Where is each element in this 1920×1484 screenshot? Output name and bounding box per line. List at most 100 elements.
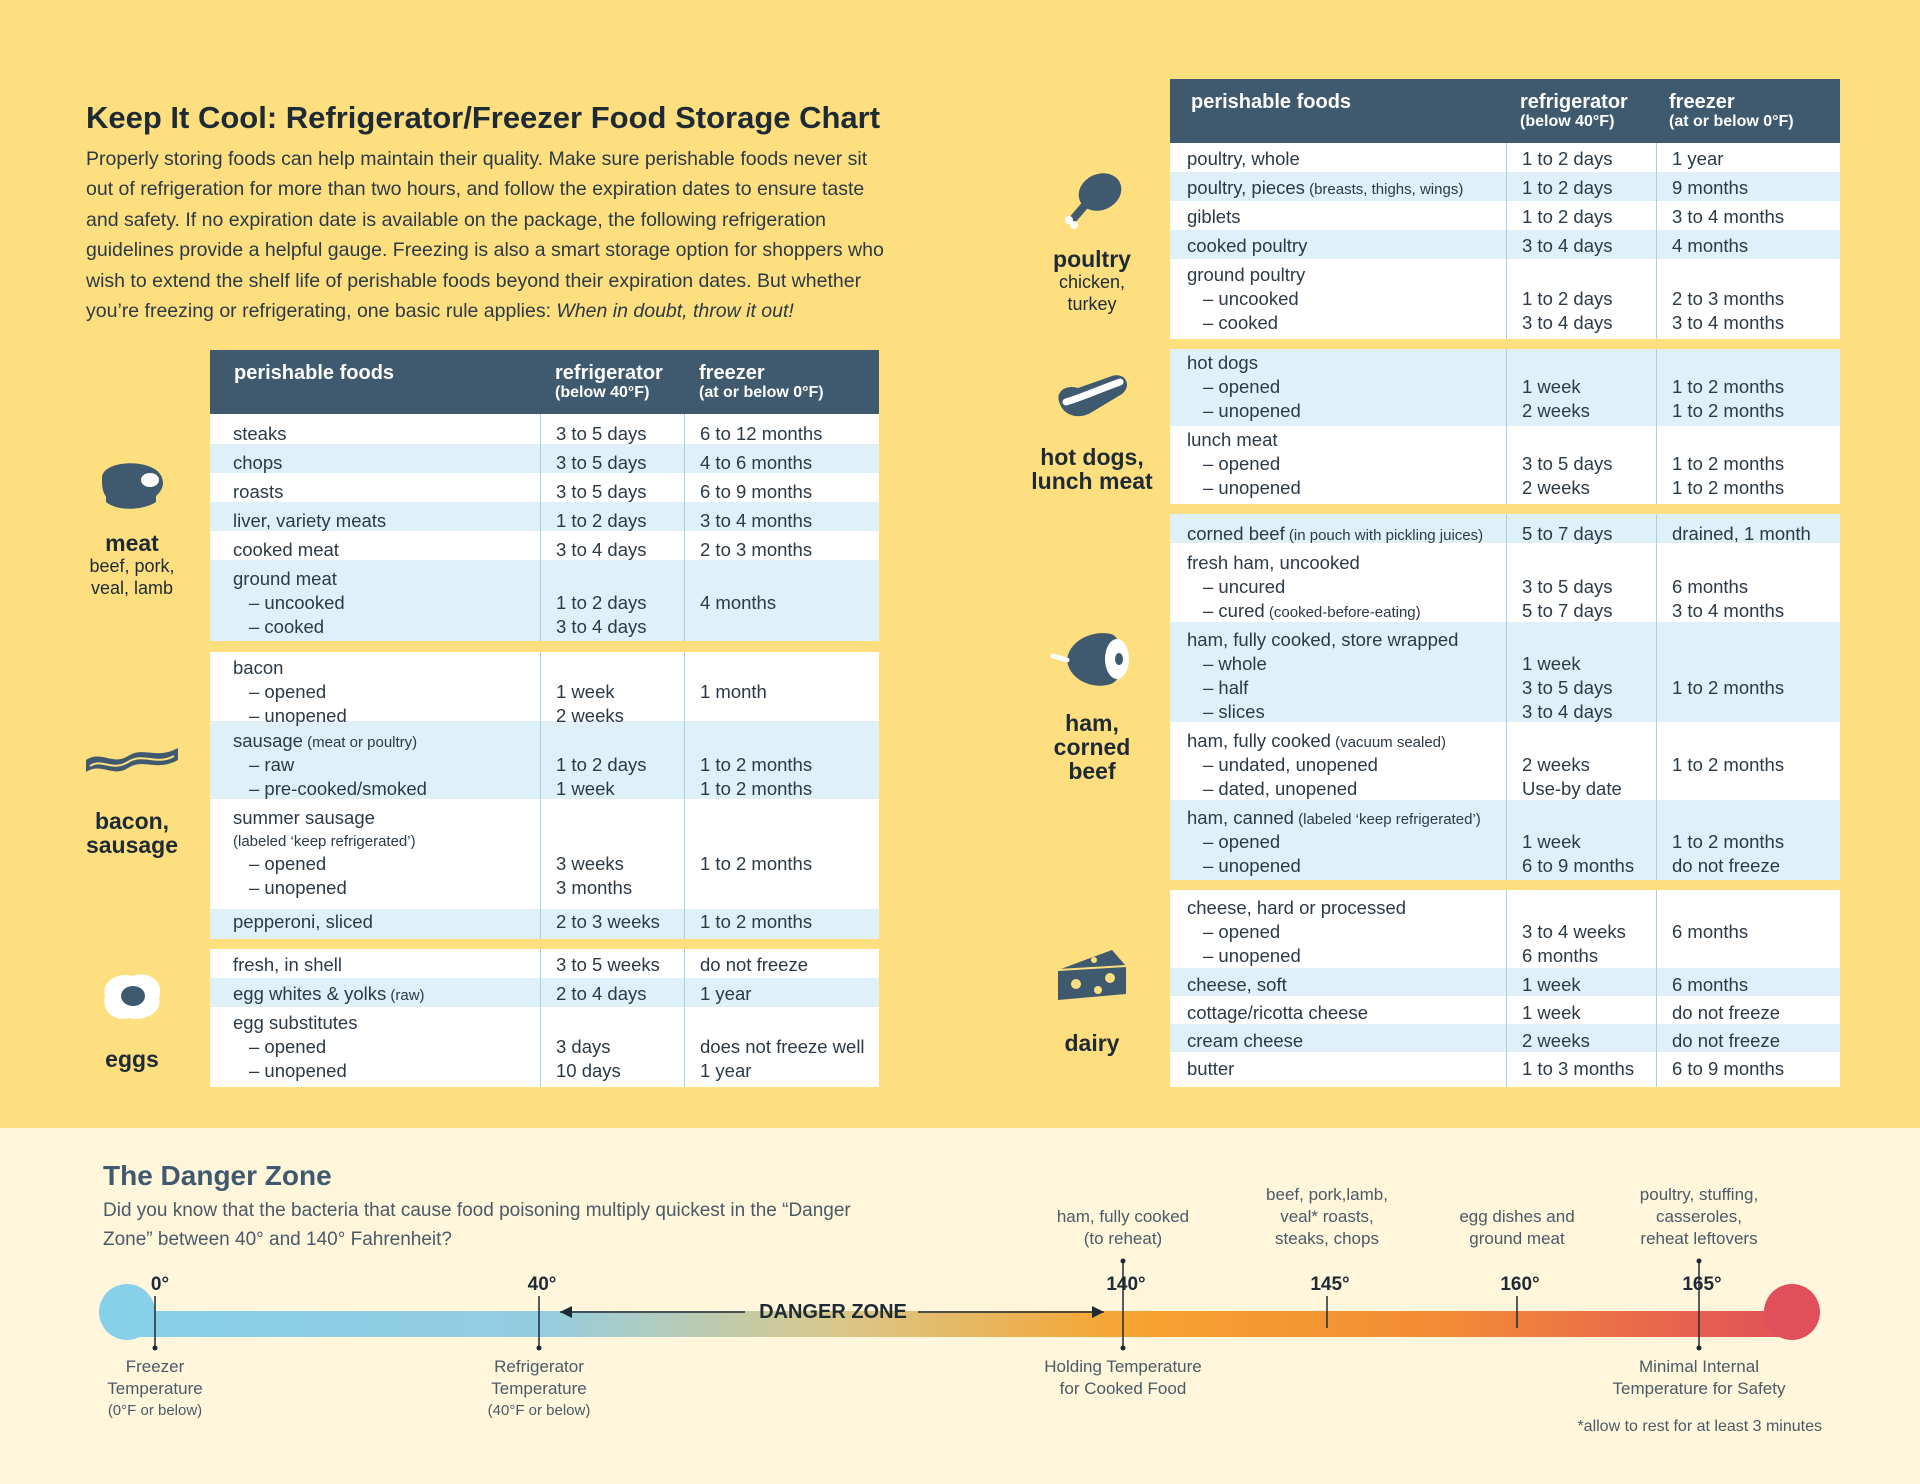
food-name: egg whites & yolks (raw) [233, 983, 425, 1004]
column-divider [1506, 514, 1507, 880]
row-band [1170, 1024, 1840, 1052]
column-divider [1656, 349, 1657, 504]
header-food: perishable foods [234, 362, 395, 384]
fridge-time: 3 to 5 days [1522, 677, 1613, 698]
table-header: perishable foods refrigerator (below 40°F… [210, 350, 879, 414]
food-name: bacon [233, 657, 284, 678]
food-name: – opened [1203, 453, 1281, 474]
food-name: – unopened [1203, 855, 1301, 876]
category-ham: ham, corned beef [1022, 626, 1162, 783]
row-band [210, 560, 879, 641]
fridge-time: 2 weeks [1522, 1030, 1590, 1051]
food-name: butter [1187, 1058, 1235, 1079]
fridge-time: 3 to 5 weeks [556, 954, 660, 975]
row-band [1170, 968, 1840, 996]
page-title: Keep It Cool: Refrigerator/Freezer Food … [86, 100, 881, 135]
fridge-time: 1 week [1522, 653, 1581, 674]
food-name: fresh ham, uncooked [1187, 552, 1360, 573]
below-0-label: Freezer Temperature (0°F or below) [107, 1357, 203, 1419]
food-name: ham, fully cooked (vacuum sealed) [1187, 730, 1447, 751]
drumstick-icon [1065, 173, 1122, 229]
row-band [1170, 622, 1840, 722]
column-divider [1506, 890, 1507, 1087]
fridge-time: 1 to 2 days [556, 754, 647, 775]
food-name: giblets [1187, 206, 1241, 227]
food-name: hot dogs [1187, 352, 1258, 373]
row-band [210, 721, 879, 799]
food-name: cheese, hard or processed [1187, 897, 1407, 918]
fridge-time: 10 days [556, 1060, 621, 1081]
footnote: *allow to rest for at least 3 minutes [1577, 1418, 1822, 1435]
fridge-time: 1 to 3 months [1522, 1058, 1635, 1079]
fridge-time: 3 to 4 days [1522, 312, 1613, 333]
tick-145: 145° [1310, 1274, 1350, 1295]
danger-zone-label: DANGER ZONE [759, 1301, 907, 1323]
food-name: – opened [249, 1036, 327, 1057]
food-name: – uncured [1203, 576, 1286, 597]
food-name: chops [233, 452, 283, 473]
below-165-label: Minimal Internal Temperature for Safety [1612, 1357, 1786, 1398]
freezer-time: 6 months [1672, 921, 1749, 942]
fridge-time: 1 to 2 days [1522, 206, 1613, 227]
fridge-time: 3 months [556, 877, 633, 898]
freezer-time: 3 to 4 months [1672, 600, 1785, 621]
food-name: poultry, whole [1187, 148, 1300, 169]
freezer-time: 4 months [1672, 235, 1749, 256]
column-divider [684, 652, 685, 939]
fridge-time: 2 to 4 days [556, 983, 647, 1004]
freezer-time: 3 to 4 months [700, 510, 813, 531]
food-name: – unopened [1203, 400, 1301, 421]
food-name: – opened [1203, 921, 1281, 942]
column-divider [540, 652, 541, 939]
column-divider [1506, 143, 1507, 339]
danger-zone-section: The Danger Zone Did you know that the ba… [0, 1128, 1920, 1484]
column-divider [540, 414, 541, 641]
food-name: – opened [249, 681, 327, 702]
freezer-time: drained, 1 month [1672, 523, 1811, 544]
fridge-time: 1 to 2 days [1522, 288, 1613, 309]
bacon-sausage-group: bacon – opened 1 week 1 month – unopened 2 we… [210, 652, 879, 939]
food-name: – unopened [249, 1060, 347, 1081]
food-name: corned beef (in pouch with pickling juic… [1187, 523, 1484, 544]
food-name: steaks [233, 423, 287, 444]
above-145-label: beef, pork,lamb, veal* roasts, steaks, cho… [1266, 1185, 1388, 1248]
header-food-right: perishable foods [1191, 91, 1352, 113]
fridge-time: 3 to 4 weeks [1522, 921, 1626, 942]
freezer-time: 1 to 2 months [1672, 400, 1785, 421]
fridge-time: 5 to 7 days [1522, 523, 1613, 544]
fridge-time: 1 to 2 days [1522, 177, 1613, 198]
poultry-group: poultry, whole 1 to 2 days 1 year poultry, … [1170, 143, 1840, 339]
above-140-label: ham, fully cooked (to reheat) [1056, 1207, 1190, 1248]
fridge-time: 1 to 2 days [556, 592, 647, 613]
tick-160: 160° [1500, 1274, 1540, 1295]
food-name: – opened [1203, 376, 1281, 397]
freezer-time: 1 to 2 months [1672, 677, 1785, 698]
fridge-time: 2 weeks [1522, 400, 1590, 421]
food-name: summer sausage [233, 807, 375, 828]
freezer-time: 1 year [700, 983, 752, 1004]
below-40-label: Refrigerator Temperature (40°F or below) [487, 1357, 591, 1419]
freezer-time: 1 to 2 months [1672, 453, 1785, 474]
category-hotdogs: hot dogs, lunch meat [1022, 368, 1162, 493]
right-storage-table: perishable foods refrigerator (below 40°F… [1170, 79, 1840, 1087]
food-name: ham, fully cooked, store wrapped [1187, 629, 1459, 650]
freezer-time: do not freeze [1672, 1002, 1780, 1023]
fridge-time: Use-by date [1522, 778, 1622, 799]
cold-end-circle [99, 1284, 155, 1340]
row-band [210, 502, 879, 531]
hotdog-icon [1058, 375, 1127, 417]
row-band [1170, 230, 1840, 259]
storage-chart-section: Keep It Cool: Refrigerator/Freezer Food … [85, 79, 1840, 1087]
tick-0: 0° [150, 1274, 170, 1295]
fridge-time: 2 weeks [1522, 754, 1590, 775]
tick-140: 140° [1106, 1274, 1146, 1295]
fridge-time: 1 week [1522, 831, 1581, 852]
fridge-time: 6 months [1522, 945, 1599, 966]
freezer-time: 6 to 12 months [700, 423, 823, 444]
column-divider [1656, 514, 1657, 880]
food-name: – whole [1203, 653, 1267, 674]
freezer-time: 6 to 9 months [1672, 1058, 1785, 1079]
food-name: – pre-cooked/smoked [249, 778, 427, 799]
header-freezer-right: freezer (at or below 0°F) [1669, 91, 1794, 130]
food-name: – opened [1203, 831, 1281, 852]
